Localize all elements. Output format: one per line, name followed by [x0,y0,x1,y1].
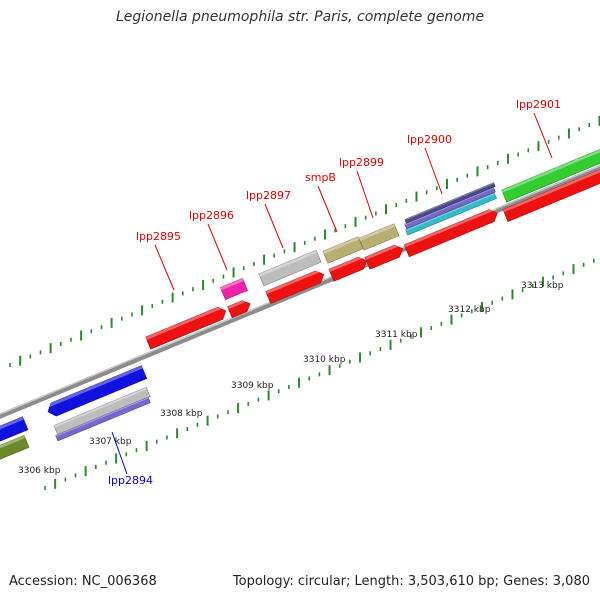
cds-smpB-red [328,256,367,282]
cds-lpp2900-highlight [404,182,494,221]
cds-lpp2895 [145,306,227,350]
gene-label-leader [356,170,374,219]
cds-lpp2896 [220,278,248,300]
cds-lpp2894-grey-highlight [53,387,148,428]
cds-reverse-blue [47,365,148,417]
cds-lpp2895-highlight [145,304,225,340]
cds-lpp2901 [501,149,600,203]
cds-lpp2899 [358,223,400,251]
gene-label-leader [533,112,553,159]
gene-label-leader [207,223,228,271]
cds-lpp2900-cyan-highlight [405,192,495,231]
tick-label: 3313 kbp [521,281,564,291]
cds-lpp2901-red [502,169,600,222]
cds-lpp2896-red-highlight [227,298,249,310]
gene-label-leader [317,185,338,233]
gene-label-lpp2897: lpp2897 [246,189,291,202]
gene-label-lpp2901: lpp2901 [516,98,561,111]
cds-lpp2894-grey [53,386,151,436]
cds-lpp2900-purple-highlight [404,187,494,226]
tick-label: 3311 kbp [375,330,418,340]
cds-left-olive [0,434,30,460]
cds-lpp2894 [55,396,151,442]
gene-label-lpp2899: lpp2899 [339,156,384,169]
cds-left-olive-highlight [0,435,26,449]
tick-label: 3306 kbp [18,466,61,476]
cds-lpp2900-cyan [405,192,497,236]
tick-label: 3307 kbp [89,437,132,447]
cds-lpp2901-red-highlight [503,169,600,213]
tick-label: 3312 kbp [448,305,491,315]
cds-lpp2896-red [227,300,251,319]
cds-lpp2896-highlight [220,278,244,291]
cds-smpB-highlight [322,236,360,254]
cds-lpp2897 [265,270,325,304]
cds-lpp2899-highlight [358,223,396,241]
gene-label-lpp2894: lpp2894 [108,474,153,487]
cds-lpp2900-red [403,209,498,258]
tick-label: 3308 kbp [160,409,203,419]
gene-label-lpp2895: lpp2895 [136,230,181,243]
topology-text: Topology: circular; Length: 3,503,610 bp… [232,574,590,589]
gene-label-leader [424,147,443,195]
genome-backbone [0,166,600,419]
cds-left-blue [0,416,29,442]
map-title: Legionella pneumophila str. Paris, compl… [115,9,485,25]
tick-label: 3309 kbp [231,381,274,391]
gene-label-leader [264,203,284,249]
cds-lpp2899-red-highlight [364,242,402,260]
accession-text: Accession: NC_006368 [9,574,157,589]
cds-lpp2899-red [364,244,403,270]
tick-label: 3310 kbp [303,355,346,365]
cds-lpp2897-grey-highlight [258,250,318,277]
cds-lpp2894-highlight [55,397,149,437]
cds-left-blue-highlight [0,416,24,430]
cds-lpp2897-grey [258,249,322,287]
cds-lpp2901-highlight [501,149,600,193]
gene-label-lpp2896: lpp2896 [189,209,234,222]
cds-reverse-blue-highlight [45,365,143,409]
cds-smpB-red-highlight [328,254,366,272]
cds-lpp2897-highlight [265,268,323,295]
cds-lpp2900-red-highlight [404,207,496,248]
gene-label-leader [154,244,175,291]
gene-label-smpB: smpB [305,171,336,184]
cds-lpp2900 [404,182,496,224]
gene-label-lpp2900: lpp2900 [407,133,452,146]
gene-label-leader [111,431,128,475]
